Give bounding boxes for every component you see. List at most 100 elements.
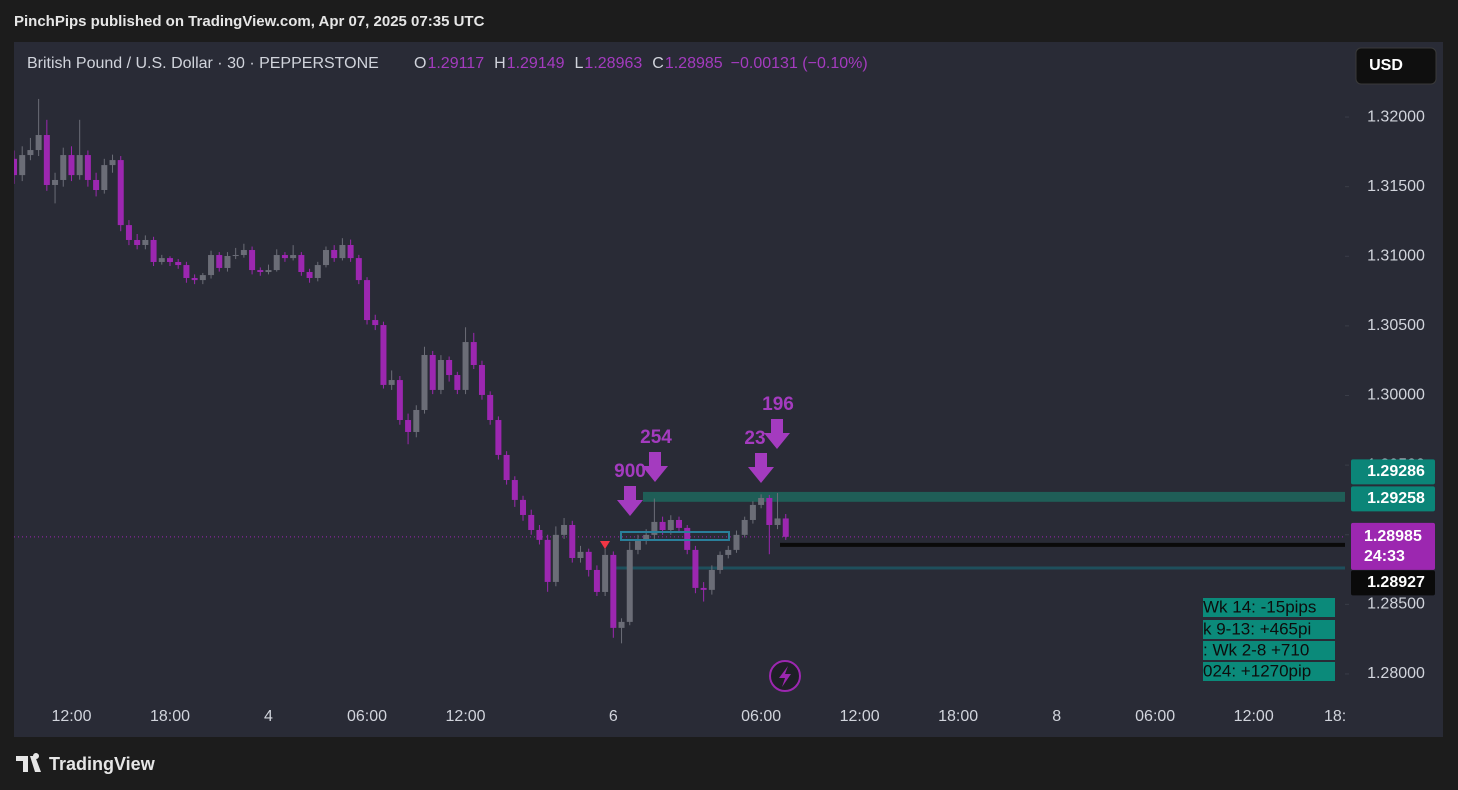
x-tick-label: 8 — [1052, 708, 1061, 725]
candle-body — [708, 569, 715, 590]
candle-body — [380, 325, 387, 385]
candle-body — [331, 250, 338, 259]
candle-body — [667, 519, 674, 531]
candle-body — [651, 521, 658, 535]
candle-body — [766, 497, 773, 525]
footer-brand: TradingView — [49, 754, 156, 774]
candle-body — [528, 514, 535, 531]
price-axis: 1.280001.285001.290001.295001.300001.305… — [1367, 108, 1425, 682]
ohlc-key: C — [652, 55, 664, 72]
grid-layer — [1345, 116, 1349, 675]
candle-body — [314, 265, 321, 278]
candle-body — [281, 255, 288, 259]
currency-button[interactable] — [1355, 47, 1437, 85]
candle-body — [421, 354, 428, 410]
overlay-layer — [14, 491, 1345, 570]
candle-body — [134, 239, 141, 245]
price-tags: 1.29286 1.29258 1.28985 24:33 1.28927 — [1351, 459, 1435, 596]
y-tick-label: 1.31000 — [1367, 247, 1425, 264]
candle-body — [585, 551, 592, 570]
candle-body — [60, 155, 67, 180]
ohlc-value: 1.29117 — [427, 55, 484, 72]
icon-bolt[interactable] — [779, 666, 791, 687]
candle-body — [388, 380, 395, 385]
annotation-label: 254 — [640, 427, 672, 448]
candle-body — [413, 409, 420, 432]
candle-body — [692, 549, 699, 588]
annotations: 900 254 23 196 — [614, 394, 794, 516]
candle-body — [446, 360, 453, 376]
x-tick-label: 12:00 — [51, 708, 91, 725]
table-text: 024: +1270pip — [1203, 661, 1311, 680]
candle-body — [511, 480, 518, 500]
candle-body — [782, 518, 789, 537]
candle-body — [208, 255, 215, 276]
annotation-arrow — [617, 486, 643, 516]
annotation-arrow — [764, 419, 790, 449]
candle-body — [290, 255, 297, 259]
candle-body — [364, 280, 371, 321]
candle-body — [774, 518, 781, 525]
x-tick-label: 06:00 — [741, 708, 781, 725]
candle-body — [462, 342, 469, 390]
x-tick-label: 06:00 — [1135, 708, 1175, 725]
candle-body — [14, 158, 17, 176]
candle-body — [298, 255, 305, 273]
x-tick-label: 06:00 — [347, 708, 387, 725]
candle-body — [495, 420, 502, 455]
candle-body — [717, 554, 724, 570]
annotation-arrow — [748, 453, 774, 483]
annotation-label: 23 — [744, 428, 765, 449]
zone-tag — [1351, 459, 1435, 485]
annotation-label: 196 — [762, 394, 794, 415]
y-tick-label: 1.28500 — [1367, 596, 1425, 613]
candle-body — [503, 454, 510, 481]
candle-body — [142, 239, 149, 245]
change-value: −0.00131 (−0.10%) — [731, 55, 868, 72]
y-tick-label: 1.31500 — [1367, 178, 1425, 195]
candle-body — [602, 554, 609, 592]
symbol-title: British Pound / U.S. Dollar · 30 · PEPPE… — [27, 55, 379, 72]
ohlc-value: 1.28985 — [665, 55, 723, 72]
y-tick-label: 1.32000 — [1367, 108, 1425, 125]
legend: British Pound / U.S. Dollar · 30 · PEPPE… — [27, 55, 868, 72]
candle-body — [659, 521, 666, 531]
candle-body — [322, 250, 329, 266]
candle-body — [610, 554, 617, 628]
candle-body — [339, 244, 346, 259]
candle-body — [643, 534, 650, 540]
candle-body — [84, 155, 91, 180]
candle-body — [150, 239, 157, 262]
candle-body — [35, 135, 42, 151]
table-text: k 9-13: +465pi — [1203, 619, 1311, 638]
x-tick-label: 12:00 — [1234, 708, 1274, 725]
x-tick-label: 4 — [264, 708, 273, 725]
candle-body — [191, 277, 198, 281]
candle-body — [577, 551, 584, 558]
x-tick-label: 18:00 — [938, 708, 978, 725]
x-tick-label: 12:00 — [446, 708, 486, 725]
replay-icon[interactable] — [769, 660, 801, 692]
candle-body — [544, 539, 551, 582]
countdown-label: 24:33 — [1364, 548, 1405, 565]
y-tick-label: 1.30500 — [1367, 317, 1425, 334]
candle-body — [429, 354, 436, 390]
candle-body — [618, 621, 625, 628]
currency-label[interactable]: USD — [1369, 57, 1403, 74]
candle-body — [470, 342, 477, 366]
candle-body — [166, 258, 173, 262]
candle-body — [273, 255, 280, 271]
candle-body — [372, 320, 379, 326]
range-box — [620, 531, 730, 541]
candle-body — [437, 360, 444, 390]
candle-body — [249, 250, 256, 271]
last-price-tag — [1351, 522, 1435, 570]
candle-body — [520, 499, 527, 515]
table-text: Wk 14: -15pips — [1203, 597, 1316, 616]
candle-body — [749, 504, 756, 520]
candle-body — [183, 265, 190, 278]
zone-band — [643, 491, 1345, 502]
annotation-arrow — [642, 452, 668, 482]
